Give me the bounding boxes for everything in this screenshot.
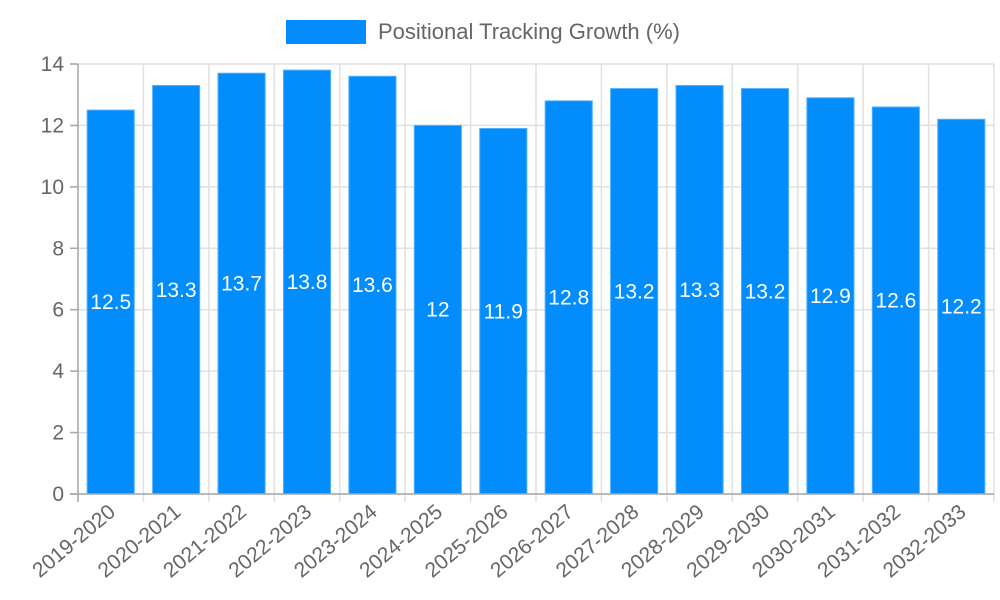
value-label: 13.3 [156, 279, 197, 302]
bar-2025-2026[interactable] [479, 128, 528, 495]
bar-2029-2030[interactable] [740, 88, 790, 495]
bar-2020-2021[interactable] [152, 85, 201, 495]
bars [86, 69, 986, 495]
value-label: 13.7 [221, 273, 262, 296]
bar-2031-2032[interactable] [871, 106, 920, 495]
y-tick-label: 10 [41, 176, 64, 199]
chart-legend[interactable]: Positional Tracking Growth (%) [286, 19, 680, 45]
y-tick-label: 14 [41, 53, 65, 76]
value-label: 13.6 [352, 274, 393, 297]
value-label: 12 [426, 299, 449, 322]
value-labels: 12.5 13.3 13.7 13.8 13.6 12 11.9 12.8 13.2 13.3 13… [90, 271, 981, 323]
bar-2021-2022[interactable] [217, 72, 266, 495]
y-tick-label: 12 [41, 114, 64, 137]
value-label: 13.8 [287, 271, 328, 294]
value-label: 12.9 [810, 285, 851, 308]
bar-2032-2033[interactable] [937, 118, 986, 495]
legend-swatch [286, 20, 366, 44]
value-label: 13.2 [614, 280, 655, 303]
y-tick-label: 6 [52, 299, 64, 322]
y-tick-label: 2 [52, 422, 64, 445]
legend-label: Positional Tracking Growth (%) [378, 19, 680, 44]
y-tick-label: 4 [52, 360, 64, 383]
bar-2022-2023[interactable] [282, 69, 332, 495]
x-axis-labels: 2019-20202020-20212021-20222022-20232023… [28, 500, 970, 582]
value-label: 12.6 [875, 290, 916, 313]
grid-lines [70, 63, 995, 502]
y-tick-label: 8 [52, 237, 64, 260]
axes [70, 63, 994, 502]
y-axis-labels: 0 2 4 6 8 10 12 14 [41, 53, 65, 506]
bar-2026-2027[interactable] [544, 100, 593, 495]
value-label: 12.8 [548, 286, 589, 309]
bar-2019-2020[interactable] [86, 109, 135, 495]
bar-2028-2029[interactable] [675, 85, 724, 495]
value-label: 13.3 [679, 279, 720, 302]
value-label: 12.2 [941, 296, 982, 319]
bar-2030-2031[interactable] [806, 97, 855, 495]
bar-2027-2028[interactable] [610, 88, 659, 495]
bar-2024-2025[interactable] [413, 124, 462, 495]
value-label: 12.5 [90, 291, 131, 314]
value-label: 13.2 [745, 280, 786, 303]
value-label: 11.9 [484, 300, 523, 323]
y-tick-label: 0 [52, 483, 64, 506]
